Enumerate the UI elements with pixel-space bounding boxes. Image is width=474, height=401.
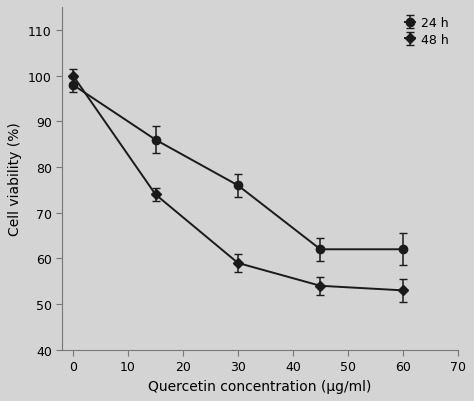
Y-axis label: Cell viability (%): Cell viability (%) [9,122,22,236]
X-axis label: Quercetin concentration (μg/ml): Quercetin concentration (μg/ml) [148,379,372,393]
Legend: 24 h, 48 h: 24 h, 48 h [400,12,454,52]
